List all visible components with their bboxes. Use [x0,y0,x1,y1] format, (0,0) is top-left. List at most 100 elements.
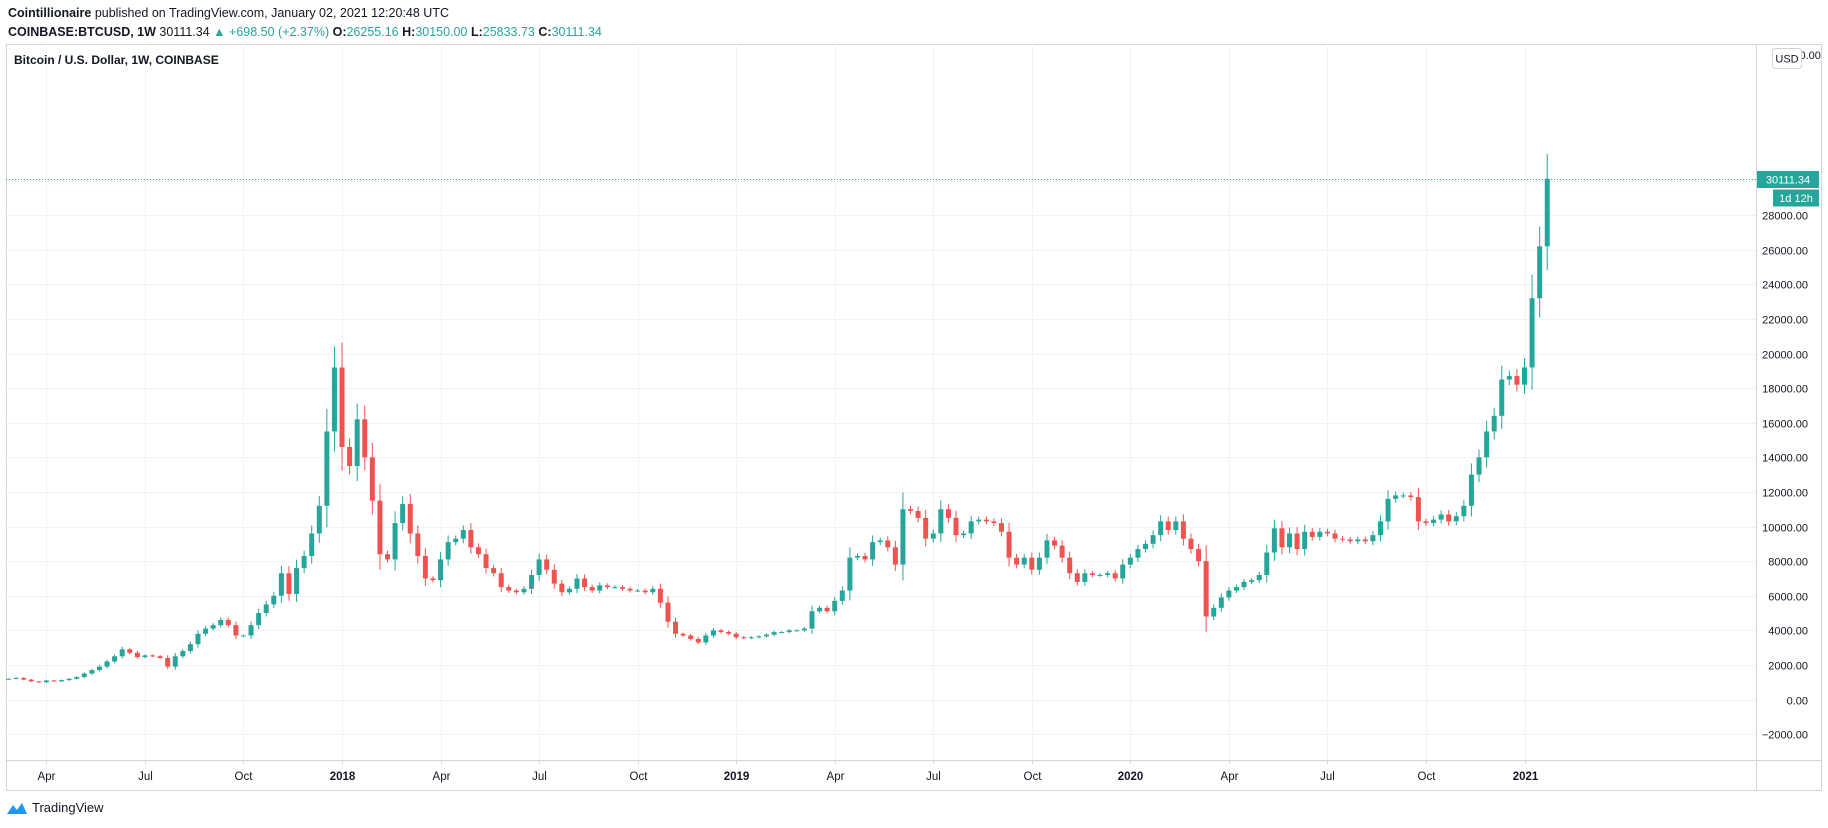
price-tick-label: 22000.00 [1762,315,1808,327]
candle-body [892,547,898,565]
candle-body [1074,573,1080,582]
candle-body [1233,587,1239,591]
candle-body [854,555,860,558]
close-label: C: [538,25,552,39]
price-axis[interactable]: 28000.00 26000.00 24000.00 22000.00 20000.00… [1762,211,1808,742]
candle-body [877,540,883,543]
candle-body [513,590,519,593]
candle-body [203,628,209,634]
candle-body [544,559,550,570]
candle-body [794,630,800,632]
candle-body [134,652,140,658]
candle-body [1484,431,1490,458]
candle-body [786,630,792,633]
candle-body [1317,531,1323,537]
price-tick-label: 14000.00 [1762,453,1808,465]
candle-body [657,588,663,603]
currency-label: USD [1775,54,1798,66]
candle-body [1203,561,1209,617]
candle-body [1415,497,1421,522]
candle-body [66,678,72,681]
candle-body [908,509,914,511]
candle-body [930,533,936,539]
candle-body [741,637,747,639]
price-tick-label: 26000.00 [1762,246,1808,258]
price-tick-label: 20000.00 [1762,350,1808,362]
tradingview-footer[interactable]: TradingView [6,800,104,815]
time-tick-label: 2019 [724,771,750,783]
time-tick-label: Apr [1221,771,1239,783]
candle-body [1143,543,1148,550]
price-tick-label: 8000.00 [1768,557,1808,569]
candle-body [1150,535,1156,544]
candle-body [1522,367,1527,385]
candle-body [1127,557,1133,565]
last-price-tag-label: 30111.34 [1766,175,1810,187]
candle-body [726,632,732,634]
candle-body [339,367,345,447]
candle-body [536,559,542,575]
candle-body [180,651,186,657]
candle-body [89,670,95,674]
candle-body [301,555,307,569]
candle-body [710,630,716,636]
candle-body [400,504,406,524]
candle-body [680,633,686,636]
candle-body [150,655,156,657]
candle-body [385,554,390,560]
candle-body [438,559,444,581]
time-axis[interactable]: Apr Jul Oct 2018 Apr Jul Oct 2019 Apr Jul Oct 2020 A… [38,760,1539,783]
candle-body [566,588,572,593]
candle-body [688,635,694,639]
candle-body [748,637,754,639]
candle-body [559,583,565,593]
symbol-label: COINBASE:BTCUSD, 1W [8,25,156,39]
author-name[interactable]: Cointillionaire [8,6,92,20]
candle-body [1059,545,1065,558]
publish-line: Cointillionaire published on TradingView… [8,4,602,23]
candle-body [521,588,527,593]
candle-body [1347,539,1353,542]
last-price: 30111.34 [159,25,210,39]
candle-body [1021,557,1027,565]
candle-body [240,635,246,637]
time-tick-label: Apr [827,771,845,783]
candle-body [597,585,603,591]
candle-body [309,533,315,556]
chart-header: Cointillionaire published on TradingView… [8,4,602,42]
candle-body [1052,540,1058,546]
high-label: H: [402,25,416,39]
candle-body [1529,298,1535,368]
last-price-tag: 30111.34 1d 12h [1757,171,1819,207]
candle-body [1332,533,1338,539]
candle-body [1476,457,1482,475]
candle-body [1112,573,1118,579]
candle-body [445,542,451,560]
candle-body [938,509,944,534]
candle-body [1461,505,1467,517]
candle-body [961,533,967,536]
candle-body [953,517,959,536]
candle-body [635,590,641,592]
currency-button[interactable]: USD [1772,48,1802,69]
chart-title: Bitcoin / U.S. Dollar, 1W, COINBASE [14,53,219,67]
candle-body [1249,580,1255,582]
candle-body [119,649,125,657]
candle-body [1393,495,1399,499]
candle-body [21,677,27,680]
candle-body [218,619,224,626]
time-tick-label: Oct [1024,771,1043,783]
candle-body [1537,246,1543,299]
candle-body [551,569,557,584]
close-value: 30111.34 [551,25,602,39]
candle-body [1264,552,1270,575]
candle-body [392,523,398,560]
candle-body [127,649,133,653]
candle-body [142,655,148,658]
price-tick-label: 0.00 [1787,696,1808,708]
candle-body [233,625,239,636]
price-tick-label: 2000.00 [1768,661,1808,673]
time-tick-label: Apr [38,771,56,783]
change-value: +698.50 (+2.37%) [229,25,330,39]
